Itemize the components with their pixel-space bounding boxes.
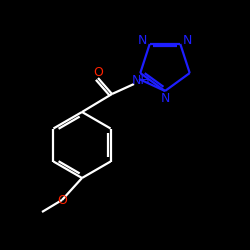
Text: NH: NH [132, 74, 150, 88]
Text: O: O [57, 194, 67, 206]
Text: O: O [93, 66, 103, 80]
Text: N: N [160, 92, 170, 104]
Text: N: N [138, 34, 147, 48]
Text: N: N [182, 34, 192, 48]
